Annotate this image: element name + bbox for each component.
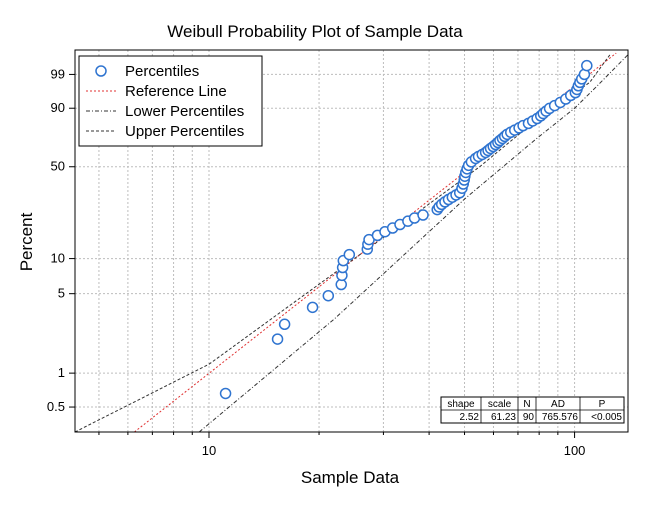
legend-label: Reference Line (125, 83, 227, 100)
percentile-point (343, 248, 356, 261)
x-axis-ticks: 10 100 (98, 432, 586, 458)
y-tick-label: 99 (51, 66, 65, 81)
y-tick-label: 50 (51, 159, 65, 174)
upper-percentiles-line (74, 54, 611, 433)
y-axis-ticks: 0.5 1 5 10 50 90 99 (47, 66, 75, 414)
stats-value: 90 (523, 412, 535, 423)
y-tick-label: 1 (58, 365, 65, 380)
stats-header: P (599, 399, 606, 410)
y-tick-label: 90 (51, 100, 65, 115)
stats-value: 61.23 (491, 412, 516, 423)
x-tick-label: 10 (202, 443, 216, 458)
percentile-point (417, 209, 429, 221)
y-tick-label: 10 (51, 251, 65, 266)
legend-label: Percentiles (125, 63, 199, 80)
y-axis-label: Percent (17, 212, 36, 271)
stats-header: shape (447, 399, 475, 410)
chart-title: Weibull Probability Plot of Sample Data (167, 22, 463, 41)
percentile-point (322, 289, 335, 302)
legend-marker (95, 65, 107, 77)
stats-header: N (523, 399, 530, 410)
x-axis-label: Sample Data (301, 468, 400, 487)
lower-percentiles-line (198, 54, 629, 433)
stats-value: 2.52 (460, 412, 480, 423)
x-tick-label: 100 (564, 443, 586, 458)
percentile-point (271, 333, 284, 345)
plot-frame (74, 49, 629, 433)
stats-value: 765.576 (542, 412, 579, 423)
legend-label: Lower Percentiles (125, 103, 244, 120)
legend: Percentiles Reference Line Lower Percentil… (78, 55, 263, 147)
legend-label: Upper Percentiles (125, 123, 244, 140)
lower-percentiles-path (198, 54, 629, 433)
stats-header: scale (488, 399, 512, 410)
stats-value: <0.005 (591, 412, 622, 423)
y-tick-label: 5 (58, 286, 65, 301)
percentile-point (306, 301, 319, 314)
y-tick-label: 0.5 (47, 399, 65, 414)
stats-table: shape 2.52 scale 61.23 N 90 AD 765.576 P <0.005 (440, 396, 625, 424)
stats-header: AD (551, 399, 565, 410)
percentile-point (581, 59, 593, 72)
percentile-point (278, 318, 291, 331)
percentile-point (219, 387, 232, 400)
upper-percentiles-path (74, 54, 611, 433)
percentile-points (219, 59, 593, 400)
legend-box (78, 55, 263, 147)
